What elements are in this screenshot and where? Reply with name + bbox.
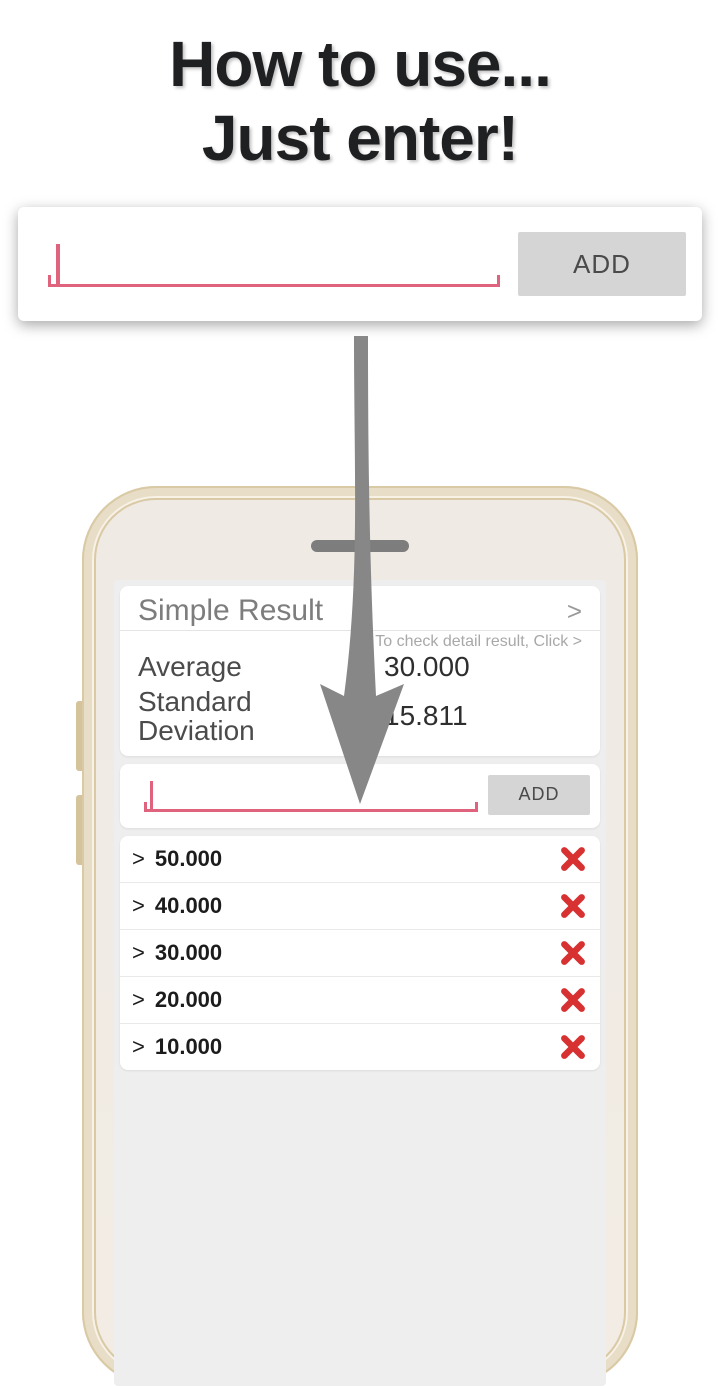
text-caret xyxy=(56,244,60,284)
list-item: >50.000 xyxy=(120,836,600,883)
add-button-label: ADD xyxy=(573,249,631,280)
delete-icon[interactable] xyxy=(560,940,586,966)
list-item-value: >40.000 xyxy=(132,893,222,919)
result-hint: * To check detail result, Click > xyxy=(120,631,600,651)
stat-value: 15.811 xyxy=(360,700,582,732)
phone-screen: Simple Result > * To check detail result… xyxy=(114,580,606,1386)
list-item: >40.000 xyxy=(120,883,600,930)
add-button[interactable]: ADD xyxy=(488,775,590,815)
stat-label: Standard Deviation xyxy=(138,687,360,746)
list-item: >30.000 xyxy=(120,930,600,977)
hero-input[interactable] xyxy=(48,235,500,293)
delete-icon[interactable] xyxy=(560,1034,586,1060)
stat-value: 30.000 xyxy=(360,651,582,683)
value-input[interactable] xyxy=(144,774,478,816)
result-header[interactable]: Simple Result > xyxy=(120,586,600,631)
headline-line-2: Just enter! xyxy=(0,102,720,176)
add-button[interactable]: ADD xyxy=(518,232,686,296)
delete-icon[interactable] xyxy=(560,987,586,1013)
list-item: >10.000 xyxy=(120,1024,600,1070)
values-list: >50.000 >40.000 >30.000 >20.000 >10.000 xyxy=(120,836,600,1070)
input-card: ADD xyxy=(120,764,600,828)
add-button-label: ADD xyxy=(518,784,559,805)
phone-speaker xyxy=(311,540,409,552)
text-caret xyxy=(150,781,153,809)
list-item-value: >50.000 xyxy=(132,846,222,872)
headline: How to use... Just enter! xyxy=(0,0,720,175)
result-card: Simple Result > * To check detail result… xyxy=(120,586,600,756)
result-stats: Average 30.000 Standard Deviation 15.811 xyxy=(120,651,600,756)
list-item-value: >20.000 xyxy=(132,987,222,1013)
delete-icon[interactable] xyxy=(560,893,586,919)
phone-frame: Simple Result > * To check detail result… xyxy=(82,486,638,1386)
list-item: >20.000 xyxy=(120,977,600,1024)
headline-line-1: How to use... xyxy=(0,28,720,102)
list-item-value: >10.000 xyxy=(132,1034,222,1060)
hero-input-card: ADD xyxy=(18,207,702,321)
stat-label: Average xyxy=(138,651,360,683)
result-title: Simple Result xyxy=(138,594,323,628)
chevron-right-icon: > xyxy=(567,596,582,627)
delete-icon[interactable] xyxy=(560,846,586,872)
list-item-value: >30.000 xyxy=(132,940,222,966)
